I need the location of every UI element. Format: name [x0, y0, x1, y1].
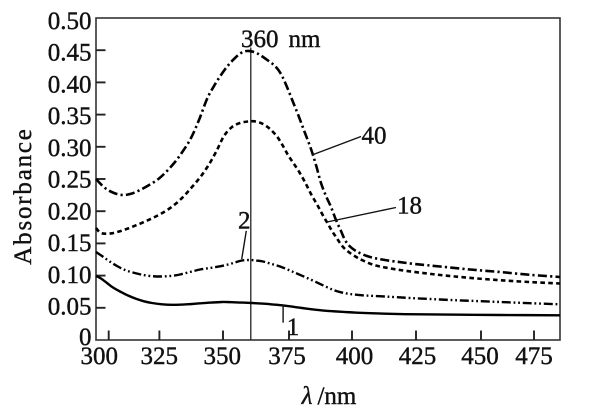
svg-text:450: 450: [461, 343, 499, 370]
svg-text:Absorbance: Absorbance: [10, 127, 37, 264]
svg-text:0.25: 0.25: [48, 167, 92, 194]
svg-text:425: 425: [399, 343, 437, 370]
svg-text:0.05: 0.05: [48, 294, 92, 321]
svg-text:0.10: 0.10: [48, 262, 92, 289]
svg-text:350: 350: [204, 343, 242, 370]
svg-text:0.35: 0.35: [48, 103, 92, 130]
svg-text:1: 1: [287, 314, 300, 341]
svg-text:0.20: 0.20: [48, 198, 92, 225]
svg-text:0.40: 0.40: [48, 71, 92, 98]
svg-text:18: 18: [397, 193, 422, 220]
svg-text:λ /nm: λ /nm: [301, 383, 357, 410]
svg-text:0.50: 0.50: [48, 8, 92, 35]
svg-text:375: 375: [268, 343, 306, 370]
svg-text:0.45: 0.45: [48, 40, 92, 67]
svg-text:0.30: 0.30: [48, 135, 92, 162]
svg-text:0: 0: [79, 324, 92, 351]
svg-text:0.15: 0.15: [48, 230, 92, 257]
svg-text:325: 325: [141, 343, 179, 370]
svg-text:360 nm: 360 nm: [241, 26, 321, 53]
svg-text:400: 400: [336, 343, 374, 370]
svg-text:475: 475: [515, 343, 553, 370]
svg-text:300: 300: [81, 343, 119, 370]
svg-text:40: 40: [362, 123, 387, 150]
svg-text:2: 2: [238, 207, 251, 234]
